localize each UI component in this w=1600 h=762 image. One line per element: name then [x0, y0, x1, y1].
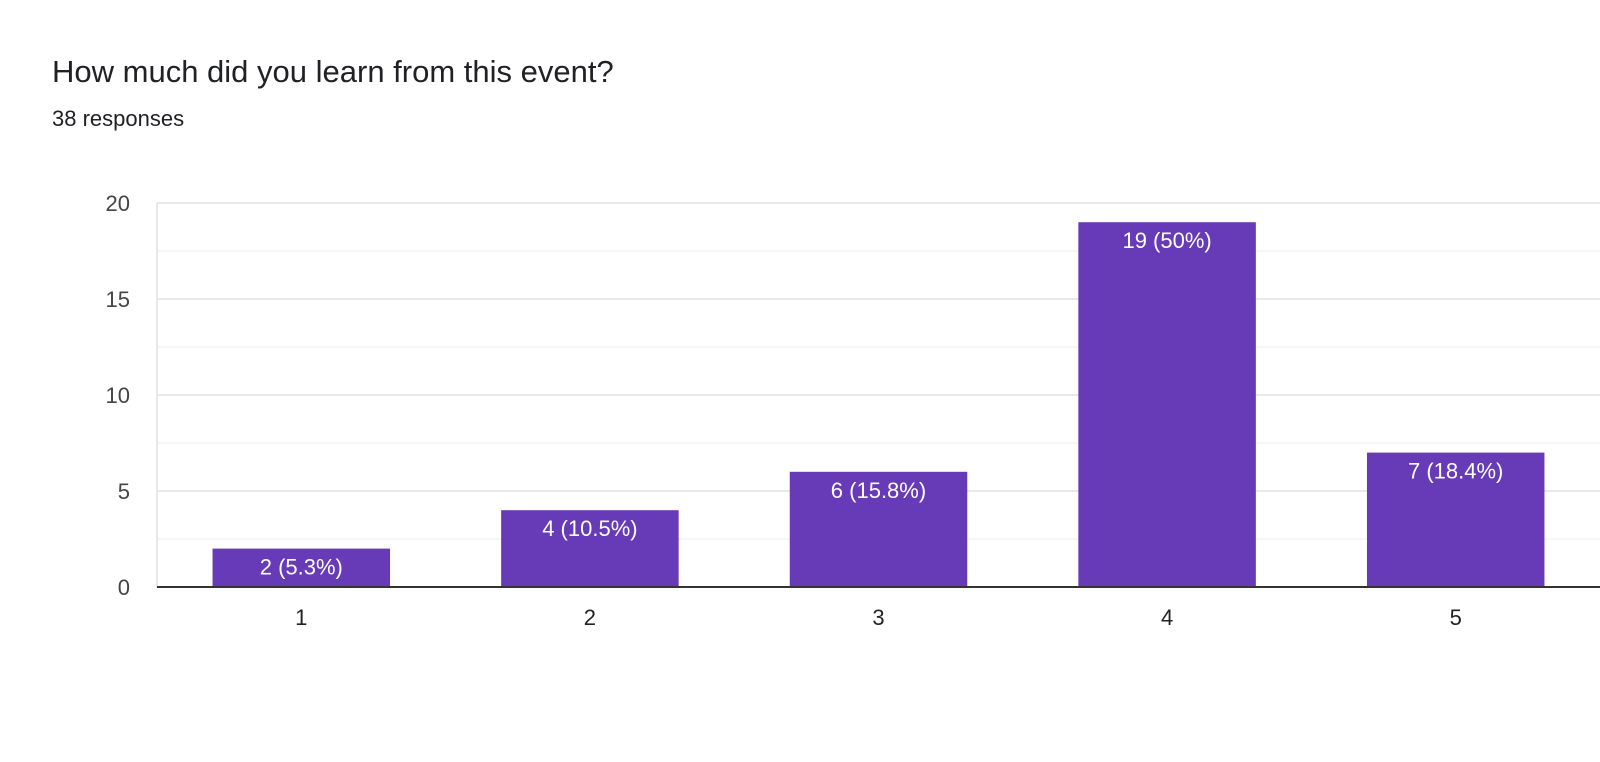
response-count: 38 responses	[52, 106, 185, 131]
y-tick-label: 15	[106, 287, 130, 312]
x-tick-label-3: 3	[872, 605, 884, 630]
y-tick-label: 5	[118, 479, 130, 504]
bar-5	[1366, 452, 1545, 587]
bar-4	[1078, 222, 1256, 587]
x-tick-label-1: 1	[295, 605, 307, 630]
data-label-3: 6 (15.8%)	[831, 478, 926, 503]
x-tick-label-5: 5	[1450, 605, 1462, 630]
bar-1	[212, 548, 391, 587]
x-tick-label-2: 2	[584, 605, 596, 630]
x-tick-label-4: 4	[1161, 605, 1173, 630]
question-title: How much did you learn from this event?	[52, 54, 614, 89]
data-label-1: 2 (5.3%)	[260, 555, 343, 580]
y-tick-label: 10	[106, 383, 130, 408]
bar-3	[789, 471, 968, 587]
y-tick-label: 0	[118, 575, 130, 600]
data-label-2: 4 (10.5%)	[542, 516, 637, 541]
bar-2	[501, 510, 679, 587]
y-tick-label: 20	[106, 191, 130, 216]
data-label-4: 19 (50%)	[1122, 228, 1211, 253]
data-label-5: 7 (18.4%)	[1408, 459, 1503, 484]
